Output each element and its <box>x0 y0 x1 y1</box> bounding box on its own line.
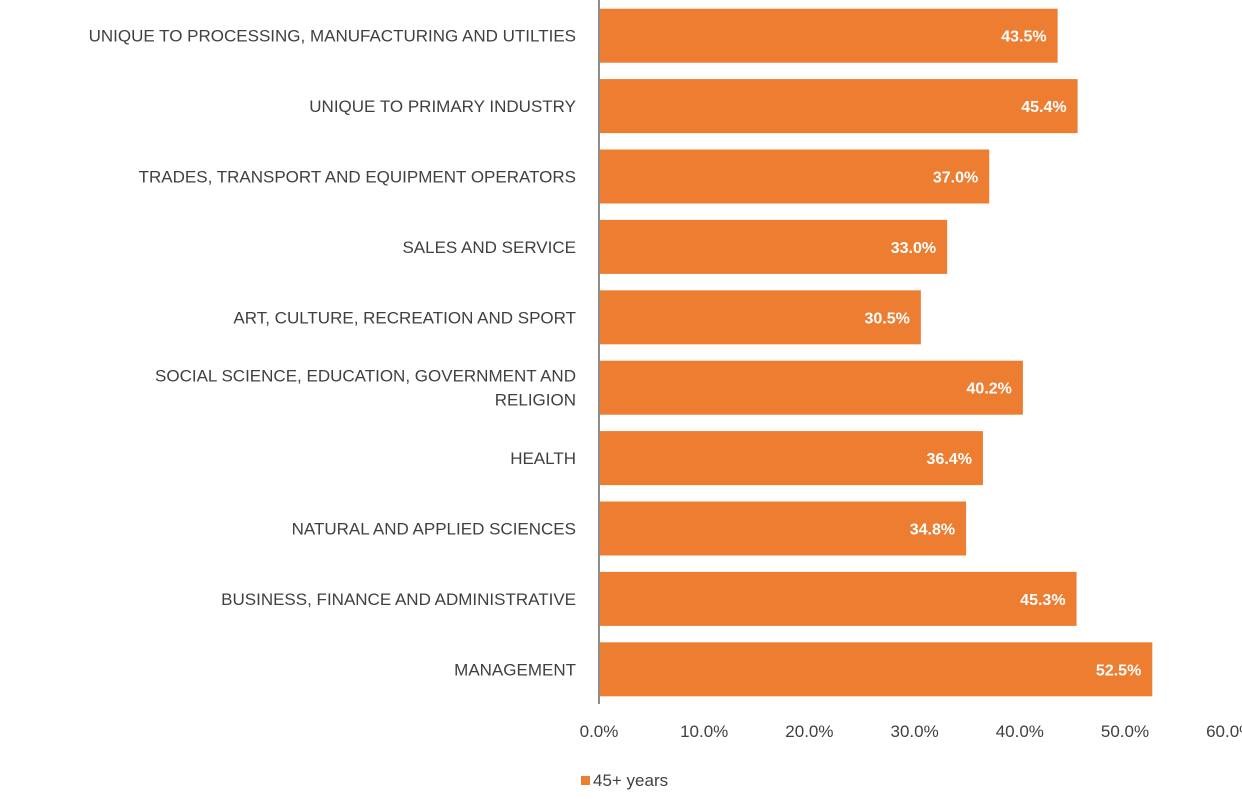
category-label: BUSINESS, FINANCE AND ADMINISTRATIVE <box>221 590 576 609</box>
x-tick-label: 40.0% <box>996 722 1044 741</box>
data-label: 33.0% <box>891 240 936 257</box>
bar <box>600 360 1023 415</box>
bar <box>600 431 983 486</box>
x-tick-label: 60.0% <box>1206 722 1242 741</box>
x-tick-label: 30.0% <box>890 722 938 741</box>
data-label: 45.3% <box>1020 592 1065 609</box>
data-label: 34.8% <box>910 522 955 539</box>
data-label: 40.2% <box>967 381 1012 398</box>
bar <box>600 149 990 204</box>
x-tick-label: 10.0% <box>680 722 728 741</box>
category-label: MANAGEMENT <box>454 660 576 679</box>
data-label: 43.5% <box>1001 29 1046 46</box>
data-label: 52.5% <box>1096 662 1141 679</box>
bar <box>600 290 921 345</box>
data-label: 37.0% <box>933 170 978 187</box>
x-tick-label: 0.0% <box>580 722 619 741</box>
category-label: HEALTH <box>510 449 576 468</box>
category-label: SALES AND SERVICE <box>402 238 576 257</box>
bar <box>600 642 1153 697</box>
bar <box>600 501 967 556</box>
data-label: 45.4% <box>1021 99 1066 116</box>
bar <box>600 219 948 274</box>
legend-swatch <box>581 776 590 785</box>
legend-label: 45+ years <box>593 771 668 790</box>
x-tick-label: 20.0% <box>785 722 833 741</box>
category-label: ART, CULTURE, RECREATION AND SPORT <box>233 308 576 327</box>
bar <box>600 571 1077 626</box>
category-label-line: RELIGION <box>495 391 576 410</box>
category-label: NATURAL AND APPLIED SCIENCES <box>292 520 576 539</box>
data-label: 36.4% <box>927 451 972 468</box>
category-label: UNIQUE TO PROCESSING, MANUFACTURING AND … <box>89 27 576 46</box>
category-label: UNIQUE TO PRIMARY INDUSTRY <box>309 97 576 116</box>
bar <box>600 8 1058 63</box>
data-label: 30.5% <box>864 310 909 327</box>
x-tick-label: 50.0% <box>1101 722 1149 741</box>
category-label: SOCIAL SCIENCE, EDUCATION, GOVERNMENT AN… <box>155 367 576 410</box>
bar <box>600 79 1078 134</box>
category-label: TRADES, TRANSPORT AND EQUIPMENT OPERATOR… <box>139 168 576 187</box>
category-label-line: SOCIAL SCIENCE, EDUCATION, GOVERNMENT AN… <box>155 367 576 386</box>
